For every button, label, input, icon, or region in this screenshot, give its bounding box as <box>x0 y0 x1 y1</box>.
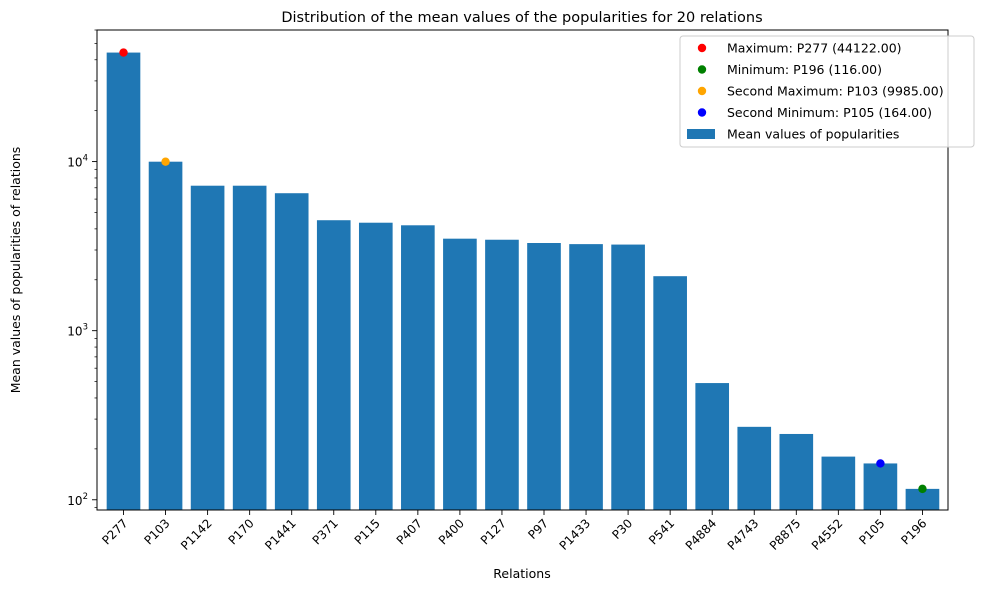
legend-swatch-bar <box>687 129 715 139</box>
x-tick-label-P196: P196 <box>898 516 929 547</box>
bar-P97 <box>527 242 561 510</box>
x-tick-label-P105: P105 <box>856 516 887 547</box>
bar-P115 <box>358 222 393 510</box>
bar-P103 <box>148 161 183 510</box>
bar-P30 <box>611 244 645 511</box>
x-tick-label-P400: P400 <box>436 516 467 547</box>
x-tick-label-P127: P127 <box>478 516 509 547</box>
y-axis-label: Mean values of popularities of relations <box>8 147 23 394</box>
bar-P1142 <box>190 185 225 510</box>
bar-P105 <box>863 463 898 510</box>
x-tick-label-P4552: P4552 <box>809 516 846 553</box>
bar-P407 <box>401 225 435 511</box>
y-tick-label: 103 <box>67 323 88 339</box>
bar-P277 <box>106 52 141 511</box>
x-tick-label-P277: P277 <box>99 516 130 547</box>
plot-area <box>106 48 940 511</box>
x-tick-label-P4743: P4743 <box>725 516 762 553</box>
x-axis: P277 P103 P1142 P170 P1441 P371 P115 P407 P400 P1… <box>99 510 930 553</box>
x-axis-label: Relations <box>493 566 550 581</box>
legend-marker-4 <box>697 108 707 117</box>
bar-P541 <box>653 276 687 510</box>
x-tick-label-P103: P103 <box>141 516 172 547</box>
x-tick-label-P97: P97 <box>525 516 551 542</box>
x-tick-label-P407: P407 <box>394 516 425 547</box>
x-tick-label-P115: P115 <box>352 516 383 547</box>
bar-P4884 <box>695 383 730 510</box>
bar-P4552 <box>821 456 856 510</box>
legend-box <box>679 35 975 148</box>
bar-P1433 <box>569 244 603 511</box>
y-tick-label: 102 <box>67 492 88 508</box>
y-tick-label: 104 <box>67 154 88 170</box>
legend-label-5: Mean values of popularities <box>727 127 899 142</box>
marker-point-1 <box>119 48 128 57</box>
x-tick-label-P1142: P1142 <box>178 516 215 553</box>
x-tick-label-P4884: P4884 <box>683 516 720 553</box>
legend-marker-1 <box>697 43 707 53</box>
legend: Maximum: P277 (44122.00) Minimum: P196 (1… <box>679 35 975 148</box>
y-axis: 102 103 104 <box>67 29 97 508</box>
bar-P400 <box>443 238 477 510</box>
x-tick-label-P541: P541 <box>646 516 677 547</box>
bar-P196 <box>905 488 940 510</box>
chart-title: Distribution of the mean values of the p… <box>281 10 762 26</box>
bar-P170 <box>232 185 267 510</box>
x-tick-label-P371: P371 <box>310 516 341 547</box>
plot-frame <box>96 29 949 511</box>
legend-label-3: Second Maximum: P103 (9985.00) <box>727 84 944 99</box>
bar-P1441 <box>274 193 309 511</box>
legend-label-4: Second Minimum: P105 (164.00) <box>727 105 932 120</box>
legend-marker-2 <box>697 65 707 74</box>
x-tick-label-P30: P30 <box>609 516 635 542</box>
x-tick-label-P1441: P1441 <box>262 516 299 553</box>
legend-label-2: Minimum: P196 (116.00) <box>727 62 882 77</box>
bar-P8875 <box>779 433 814 510</box>
bar-P4743 <box>737 426 772 510</box>
bar-P127 <box>485 239 519 511</box>
marker-point-2 <box>918 484 927 494</box>
x-tick-label-P8875: P8875 <box>767 516 804 553</box>
legend-marker-3 <box>697 86 707 96</box>
marker-point-3 <box>161 157 170 166</box>
x-tick-label-P1433: P1433 <box>557 516 594 553</box>
x-tick-label-P170: P170 <box>226 516 257 547</box>
legend-label-1: Maximum: P277 (44122.00) <box>727 41 902 56</box>
marker-point-4 <box>876 459 885 468</box>
bar-P371 <box>316 220 351 511</box>
